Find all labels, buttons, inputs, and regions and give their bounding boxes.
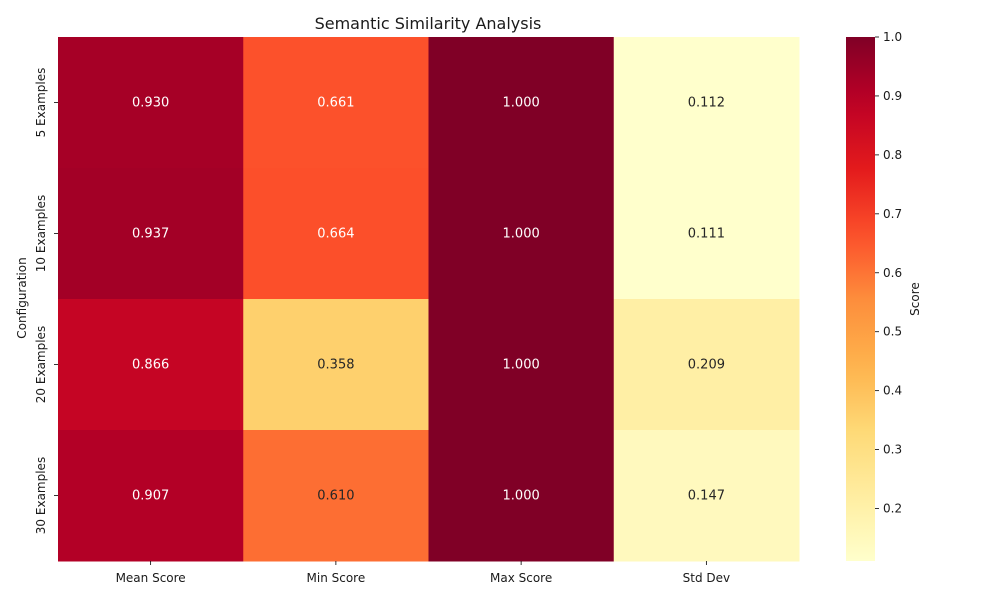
chart-title: Semantic Similarity Analysis xyxy=(315,14,542,33)
cell-value-label: 0.610 xyxy=(317,489,354,504)
heatmap-cell xyxy=(58,37,244,169)
colorbar-tick-label: 0.9 xyxy=(883,89,902,103)
cell-value-label: 0.111 xyxy=(688,227,725,242)
colorbar-tick-label: 0.4 xyxy=(883,384,902,398)
heatmap-cell xyxy=(613,168,800,300)
cell-value-label: 1.000 xyxy=(503,227,540,242)
cell-value-label: 0.937 xyxy=(132,227,169,242)
cell-value-label: 0.930 xyxy=(132,96,169,111)
x-tick-label: Min Score xyxy=(307,571,366,585)
heatmap-cell xyxy=(243,299,429,431)
heatmap-cell xyxy=(58,168,244,300)
heatmap-cell xyxy=(243,168,429,300)
y-axis-label: Configuration xyxy=(15,257,29,338)
heatmap-cell xyxy=(428,299,615,431)
x-tick-label: Std Dev xyxy=(683,571,730,585)
heatmap-cell xyxy=(58,299,244,431)
colorbar-label: Score xyxy=(908,282,922,316)
heatmap-cell xyxy=(613,299,800,431)
heatmap-cell xyxy=(428,430,615,562)
colorbar-tick-label: 0.6 xyxy=(883,266,902,280)
cell-value-label: 1.000 xyxy=(503,358,540,373)
y-tick-label: 20 Examples xyxy=(34,326,48,403)
cell-value-label: 1.000 xyxy=(503,96,540,111)
heatmap-cell xyxy=(613,430,800,562)
cell-value-label: 0.907 xyxy=(132,489,169,504)
colorbar-tick-label: 1.0 xyxy=(883,30,902,44)
cell-value-label: 0.661 xyxy=(317,96,354,111)
colorbar-tick-label: 0.8 xyxy=(883,148,902,162)
colorbar: Score 0.2 0.3 0.4 0.5 0.6 0.7 0.8 0.9 1.0 xyxy=(846,30,922,561)
cell-value-label: 0.664 xyxy=(317,227,354,242)
colorbar-tick-label: 0.2 xyxy=(883,502,902,516)
x-axis-ticks: Mean Score Min Score Max Score Std Dev xyxy=(116,561,730,585)
colorbar-gradient xyxy=(846,37,875,561)
colorbar-tick-label: 0.5 xyxy=(883,325,902,339)
heatmap-cell xyxy=(613,37,800,169)
cell-value-label: 0.147 xyxy=(688,489,725,504)
y-tick-label: 30 Examples xyxy=(34,457,48,534)
x-tick-label: Max Score xyxy=(490,571,552,585)
cell-value-label: 0.358 xyxy=(317,358,354,373)
heatmap-cell xyxy=(428,37,615,169)
heatmap-cell xyxy=(428,168,615,300)
y-axis-ticks: 5 Examples 10 Examples 20 Examples 30 Examp… xyxy=(34,68,58,534)
colorbar-tick-label: 0.3 xyxy=(883,443,902,457)
heatmap-cells: 0.930 0.661 1.000 0.112 0.937 0.664 1.000 0.111… xyxy=(58,37,800,562)
cell-value-label: 0.866 xyxy=(132,358,169,373)
cell-value-label: 0.112 xyxy=(688,96,725,111)
y-tick-label: 10 Examples xyxy=(34,195,48,272)
cell-value-label: 0.209 xyxy=(688,358,725,373)
colorbar-tick-label: 0.7 xyxy=(883,207,902,221)
heatmap-cell xyxy=(58,430,244,562)
heatmap-cell xyxy=(243,37,429,169)
x-tick-label: Mean Score xyxy=(116,571,186,585)
heatmap-cell xyxy=(243,430,429,562)
cell-value-label: 1.000 xyxy=(503,489,540,504)
y-tick-label: 5 Examples xyxy=(34,68,48,138)
